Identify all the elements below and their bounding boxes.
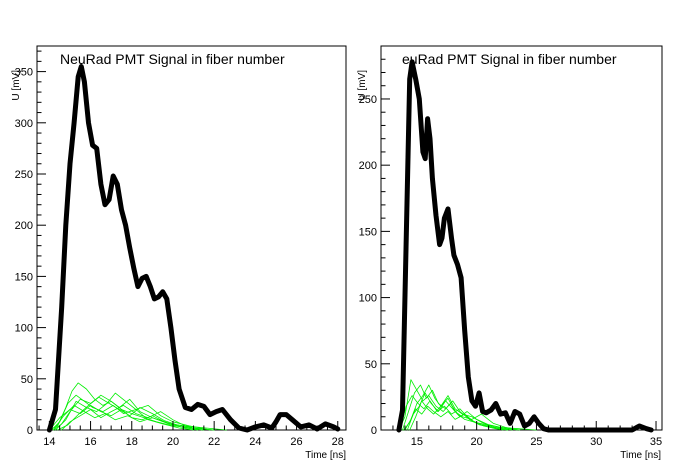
- y-tick-label: 100: [15, 323, 33, 335]
- x-tick-label: 16: [84, 436, 96, 448]
- x-axis-label: Time [ns]: [620, 450, 661, 461]
- sum-signal-line: [396, 59, 654, 433]
- y-tick-label: 200: [15, 220, 33, 232]
- y-tick-label: 250: [15, 169, 33, 181]
- y-axis-label: U [mV]: [11, 70, 22, 101]
- y-tick-label: 150: [15, 271, 33, 283]
- x-tick-label: 30: [590, 436, 602, 448]
- fiber-signal-line: [61, 404, 203, 431]
- chart-title: euRad PMT Signal in fiber number: [402, 51, 617, 67]
- x-tick-label: 14: [43, 436, 55, 448]
- fiber-signal-line: [399, 395, 513, 431]
- x-tick-label: 28: [332, 436, 344, 448]
- x-tick-label: 24: [249, 436, 261, 448]
- y-tick-label: 300: [15, 118, 33, 130]
- x-tick-label: 22: [208, 436, 220, 448]
- left-chart-panel: 0 50 100 150 200 250 300 350 14 16 18 20 22 24 26 28 Neu…: [11, 45, 347, 461]
- y-axis-label: U [mV]: [357, 70, 368, 101]
- right-chart-panel: 0 50 100 150 200 250 15 20 25 30 35 euRad PMT Signa…: [357, 45, 663, 461]
- y-tick-label: 350: [15, 67, 33, 79]
- fiber-signal-line: [55, 392, 211, 431]
- y-tick-label: 150: [359, 226, 377, 238]
- y-tick-label: 50: [365, 359, 377, 371]
- x-tick-label: 35: [650, 436, 662, 448]
- x-tick-label: 25: [530, 436, 542, 448]
- sum-signal-line: [46, 64, 341, 433]
- y-tick-label: 250: [359, 94, 377, 106]
- y-tick-label: 0: [27, 425, 33, 437]
- x-axis-label: Time [ns]: [305, 450, 346, 461]
- chart-title: NeuRad PMT Signal in fiber number: [60, 51, 285, 67]
- y-tick-label: 50: [21, 374, 33, 386]
- x-tick-label: 15: [411, 436, 423, 448]
- plot-frame: [380, 45, 663, 431]
- y-tick-label: 200: [359, 160, 377, 172]
- y-tick-label: 100: [359, 293, 377, 305]
- y-tick-label: 0: [371, 425, 377, 437]
- fiber-signal-line: [51, 394, 195, 431]
- x-tick-label: 18: [126, 436, 138, 448]
- fiber-signal-line: [53, 404, 227, 431]
- x-tick-label: 20: [167, 436, 179, 448]
- fiber-signal-line: [409, 397, 521, 431]
- plot-frame: [36, 45, 347, 431]
- x-tick-label: 20: [471, 436, 483, 448]
- x-tick-label: 26: [290, 436, 302, 448]
